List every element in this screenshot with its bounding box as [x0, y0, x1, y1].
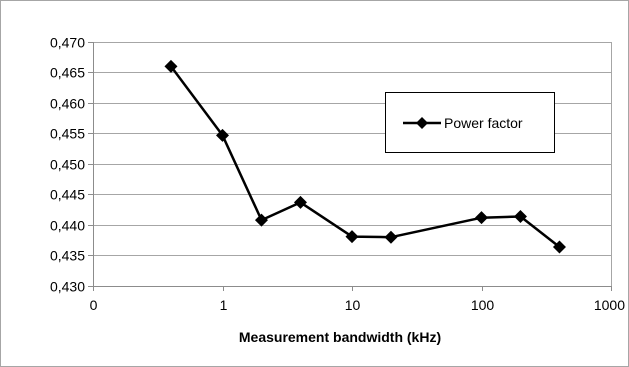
data-point-marker: [345, 230, 359, 244]
data-point-marker: [552, 240, 566, 254]
y-tick-label: 0,470: [50, 35, 85, 51]
y-tick-label: 0,450: [50, 157, 85, 173]
y-tick-label: 0,455: [50, 126, 85, 142]
x-tick-label: 10: [345, 297, 361, 313]
data-point-marker: [164, 59, 178, 73]
data-point-marker: [293, 195, 307, 209]
series-power-factor: [164, 59, 566, 254]
legend-diamond-marker: [416, 117, 428, 129]
x-tick-labels: 0 1 10 100 1000: [90, 297, 626, 313]
legend-label-power-factor: Power factor: [444, 115, 523, 131]
y-tick-label: 0,460: [50, 96, 85, 112]
data-point-marker: [475, 211, 488, 225]
x-tick-label: 1: [220, 297, 228, 313]
y-tick-label: 0,430: [50, 279, 85, 295]
x-axis-title: Measurement bandwidth (kHz): [239, 329, 441, 345]
y-tick-label: 0,435: [50, 248, 85, 264]
axes: [88, 42, 612, 291]
y-tick-label: 0,440: [50, 218, 85, 234]
data-point-marker: [216, 128, 229, 142]
legend: Power factor: [385, 92, 555, 153]
x-tick-label: 0: [90, 297, 98, 313]
data-point-marker: [384, 230, 398, 244]
data-point-marker: [513, 209, 527, 223]
x-tick-label: 1000: [594, 297, 625, 313]
y-tick-labels: 0,430 0,435 0,440 0,445 0,450 0,455 0,460 0,465…: [50, 35, 85, 295]
y-tick-label: 0,465: [50, 65, 85, 81]
data-point-marker: [254, 213, 268, 227]
y-tick-label: 0,445: [50, 187, 85, 203]
x-tick-label: 100: [471, 297, 495, 313]
